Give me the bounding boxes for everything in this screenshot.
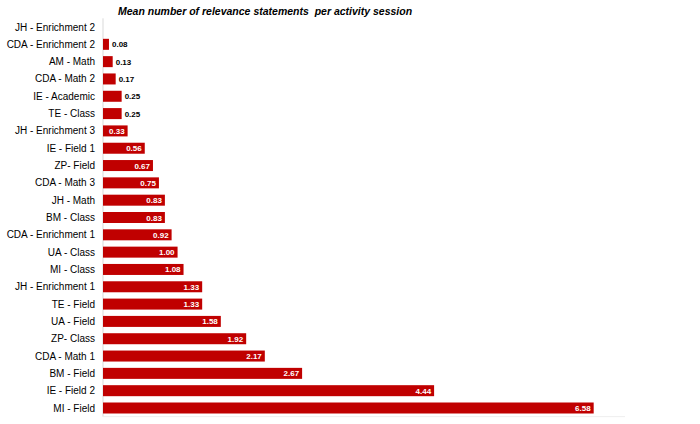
bar [103, 22, 104, 33]
data-label: 0.08 [112, 40, 128, 49]
x-axis-line [103, 416, 625, 417]
bar [103, 39, 109, 50]
data-label: 0.33 [109, 127, 125, 136]
data-label: 1.92 [228, 335, 244, 344]
data-label: 1.08 [165, 265, 181, 274]
category-label: IE - Academic [33, 91, 95, 102]
bar [103, 351, 265, 362]
bar [103, 56, 113, 67]
category-label: JH - Enrichment 2 [15, 22, 95, 33]
bar [103, 195, 165, 206]
bar [103, 385, 434, 396]
data-label: 0.25 [125, 92, 141, 101]
category-label: TE - Class [48, 108, 95, 119]
data-label: 0.75 [140, 179, 156, 188]
data-label: 1.00 [159, 248, 175, 257]
bar [103, 281, 202, 292]
bar [103, 247, 178, 258]
bar [103, 125, 128, 136]
data-label: 2.17 [246, 352, 262, 361]
category-label: AM - Math [49, 56, 95, 67]
bar [103, 177, 159, 188]
category-label: MI - Class [50, 264, 95, 275]
bar [103, 368, 302, 379]
category-label: CDA - Enrichment 1 [7, 229, 96, 240]
category-label: ZP- Field [54, 160, 95, 171]
data-label: 6.58 [575, 404, 591, 413]
category-label: IE - Field 1 [47, 143, 96, 154]
data-label: 4.44 [416, 387, 432, 396]
category-label: CDA - Math 3 [35, 177, 95, 188]
bar [103, 229, 172, 240]
bar [103, 73, 116, 84]
data-label: 0.67 [134, 162, 150, 171]
category-label: IE - Field 2 [47, 385, 96, 396]
bar [103, 160, 153, 171]
category-label: CDA - Enrichment 2 [7, 39, 96, 50]
bar [103, 108, 122, 119]
bar [103, 333, 246, 344]
category-label: JH - Enrichment 1 [15, 281, 95, 292]
bar [103, 403, 594, 414]
data-label: 0.83 [146, 196, 162, 205]
category-label: BM - Class [46, 212, 95, 223]
bar [103, 299, 202, 310]
title: Mean number of relevance statements per … [118, 5, 412, 17]
category-label: BM - Field [49, 368, 95, 379]
category-label: JH - Math [52, 195, 95, 206]
category-label: CDA - Math 1 [35, 351, 95, 362]
bar [103, 264, 184, 275]
category-label: MI - Field [53, 403, 95, 414]
data-label: 2.67 [284, 369, 300, 378]
data-label: 1.58 [202, 317, 218, 326]
bar [103, 316, 221, 327]
category-label: JH - Enrichment 3 [15, 125, 95, 136]
bar [103, 143, 145, 154]
bar [103, 212, 165, 223]
chart: Mean number of relevance statements per … [0, 0, 700, 424]
bars [103, 39, 594, 414]
data-label: 0.56 [126, 144, 142, 153]
bar [103, 91, 122, 102]
data-label: 1.33 [184, 300, 200, 309]
category-label: UA - Field [51, 316, 95, 327]
category-label: CDA - Math 2 [35, 73, 95, 84]
data-label: 0.17 [119, 75, 135, 84]
data-label: 0.92 [153, 231, 169, 240]
data-label: 0.13 [116, 58, 132, 67]
category-label: UA - Class [48, 247, 95, 258]
category-label: ZP- Class [51, 333, 95, 344]
data-label: 1.33 [184, 283, 200, 292]
category-label: TE - Field [52, 299, 95, 310]
data-label: 0.25 [125, 110, 141, 119]
data-label: 0.83 [146, 214, 162, 223]
